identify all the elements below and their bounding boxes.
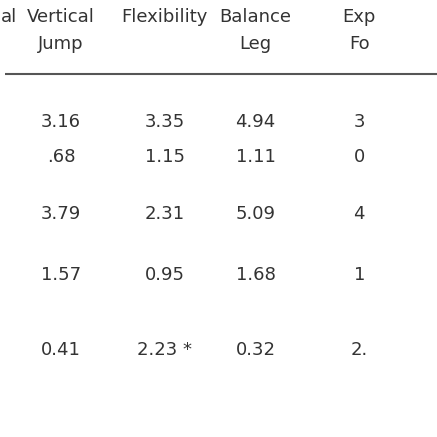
Text: .68: .68 xyxy=(47,148,75,166)
Text: Exp: Exp xyxy=(343,8,376,27)
Text: Jump: Jump xyxy=(38,35,84,53)
Text: 3: 3 xyxy=(354,113,365,132)
Text: 2.23 *: 2.23 * xyxy=(137,340,192,359)
Text: 3.79: 3.79 xyxy=(41,205,81,223)
Text: 3.16: 3.16 xyxy=(41,113,81,132)
Text: 5.09: 5.09 xyxy=(236,205,275,223)
Text: 1.15: 1.15 xyxy=(145,148,185,166)
Text: 0.95: 0.95 xyxy=(145,266,185,284)
Text: al: al xyxy=(1,8,17,27)
Text: 0.41: 0.41 xyxy=(41,340,81,359)
Text: 2.: 2. xyxy=(350,340,368,359)
Text: 2.31: 2.31 xyxy=(145,205,185,223)
Text: Leg: Leg xyxy=(239,35,271,53)
Text: 4: 4 xyxy=(354,205,365,223)
Text: 3.35: 3.35 xyxy=(145,113,185,132)
Text: 0.32: 0.32 xyxy=(236,340,275,359)
Text: 1.57: 1.57 xyxy=(41,266,81,284)
Text: Vertical: Vertical xyxy=(27,8,95,27)
Text: Flexibility: Flexibility xyxy=(121,8,208,27)
Text: Balance: Balance xyxy=(219,8,291,27)
Text: Fo: Fo xyxy=(349,35,370,53)
Text: 4.94: 4.94 xyxy=(236,113,276,132)
Text: 1.68: 1.68 xyxy=(236,266,275,284)
Text: 1: 1 xyxy=(354,266,365,284)
Text: 0: 0 xyxy=(354,148,365,166)
Text: 1.11: 1.11 xyxy=(236,148,275,166)
